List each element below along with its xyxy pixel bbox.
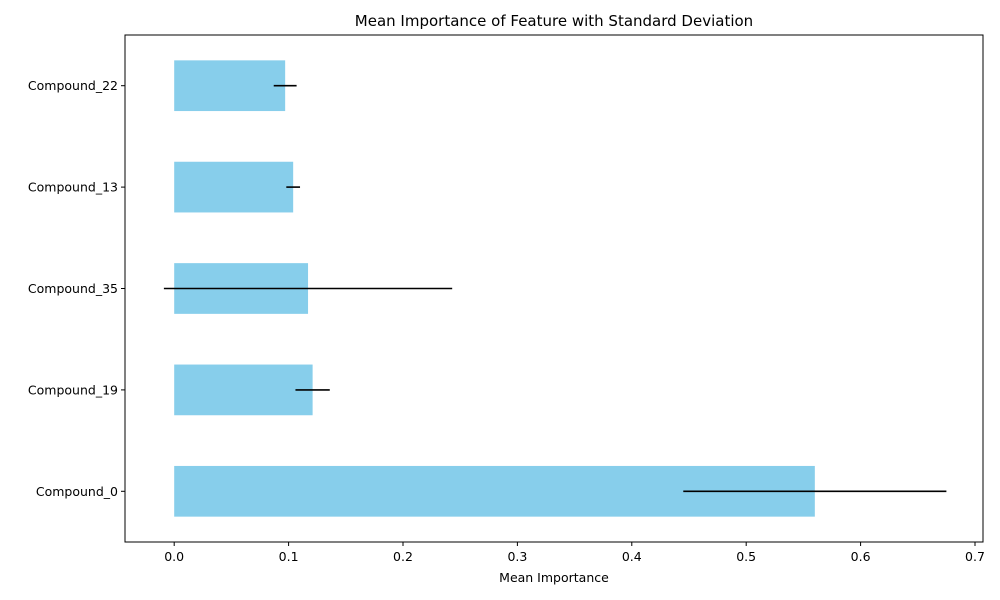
x-tick-label: 0.4	[622, 549, 642, 564]
x-tick-label: 0.6	[851, 549, 871, 564]
y-tick-label: Compound_0	[36, 484, 118, 499]
x-tick-label: 0.1	[279, 549, 299, 564]
x-tick-label: 0.0	[164, 549, 184, 564]
x-axis-ticks: 0.0 0.1 0.2 0.3 0.4 0.5 0.6 0.7	[164, 542, 985, 564]
bar-compound_19	[174, 364, 313, 416]
x-tick-label: 0.5	[736, 549, 756, 564]
y-tick-label: Compound_22	[28, 78, 118, 93]
x-tick-label: 0.2	[393, 549, 413, 564]
y-tick-label: Compound_19	[28, 382, 118, 397]
x-tick-label: 0.7	[965, 549, 985, 564]
error-bars-group	[163, 84, 947, 493]
x-tick-label: 0.3	[507, 549, 527, 564]
y-tick-label: Compound_13	[28, 180, 118, 195]
x-axis-label: Mean Importance	[499, 570, 609, 585]
bar-compound_22	[174, 60, 286, 112]
y-axis-ticks: Compound_0 Compound_19 Compound_35 Compound…	[28, 78, 125, 499]
bar-compound_13	[174, 161, 294, 213]
chart-title: Mean Importance of Feature with Standard…	[355, 12, 753, 30]
y-tick-label: Compound_35	[28, 281, 118, 296]
